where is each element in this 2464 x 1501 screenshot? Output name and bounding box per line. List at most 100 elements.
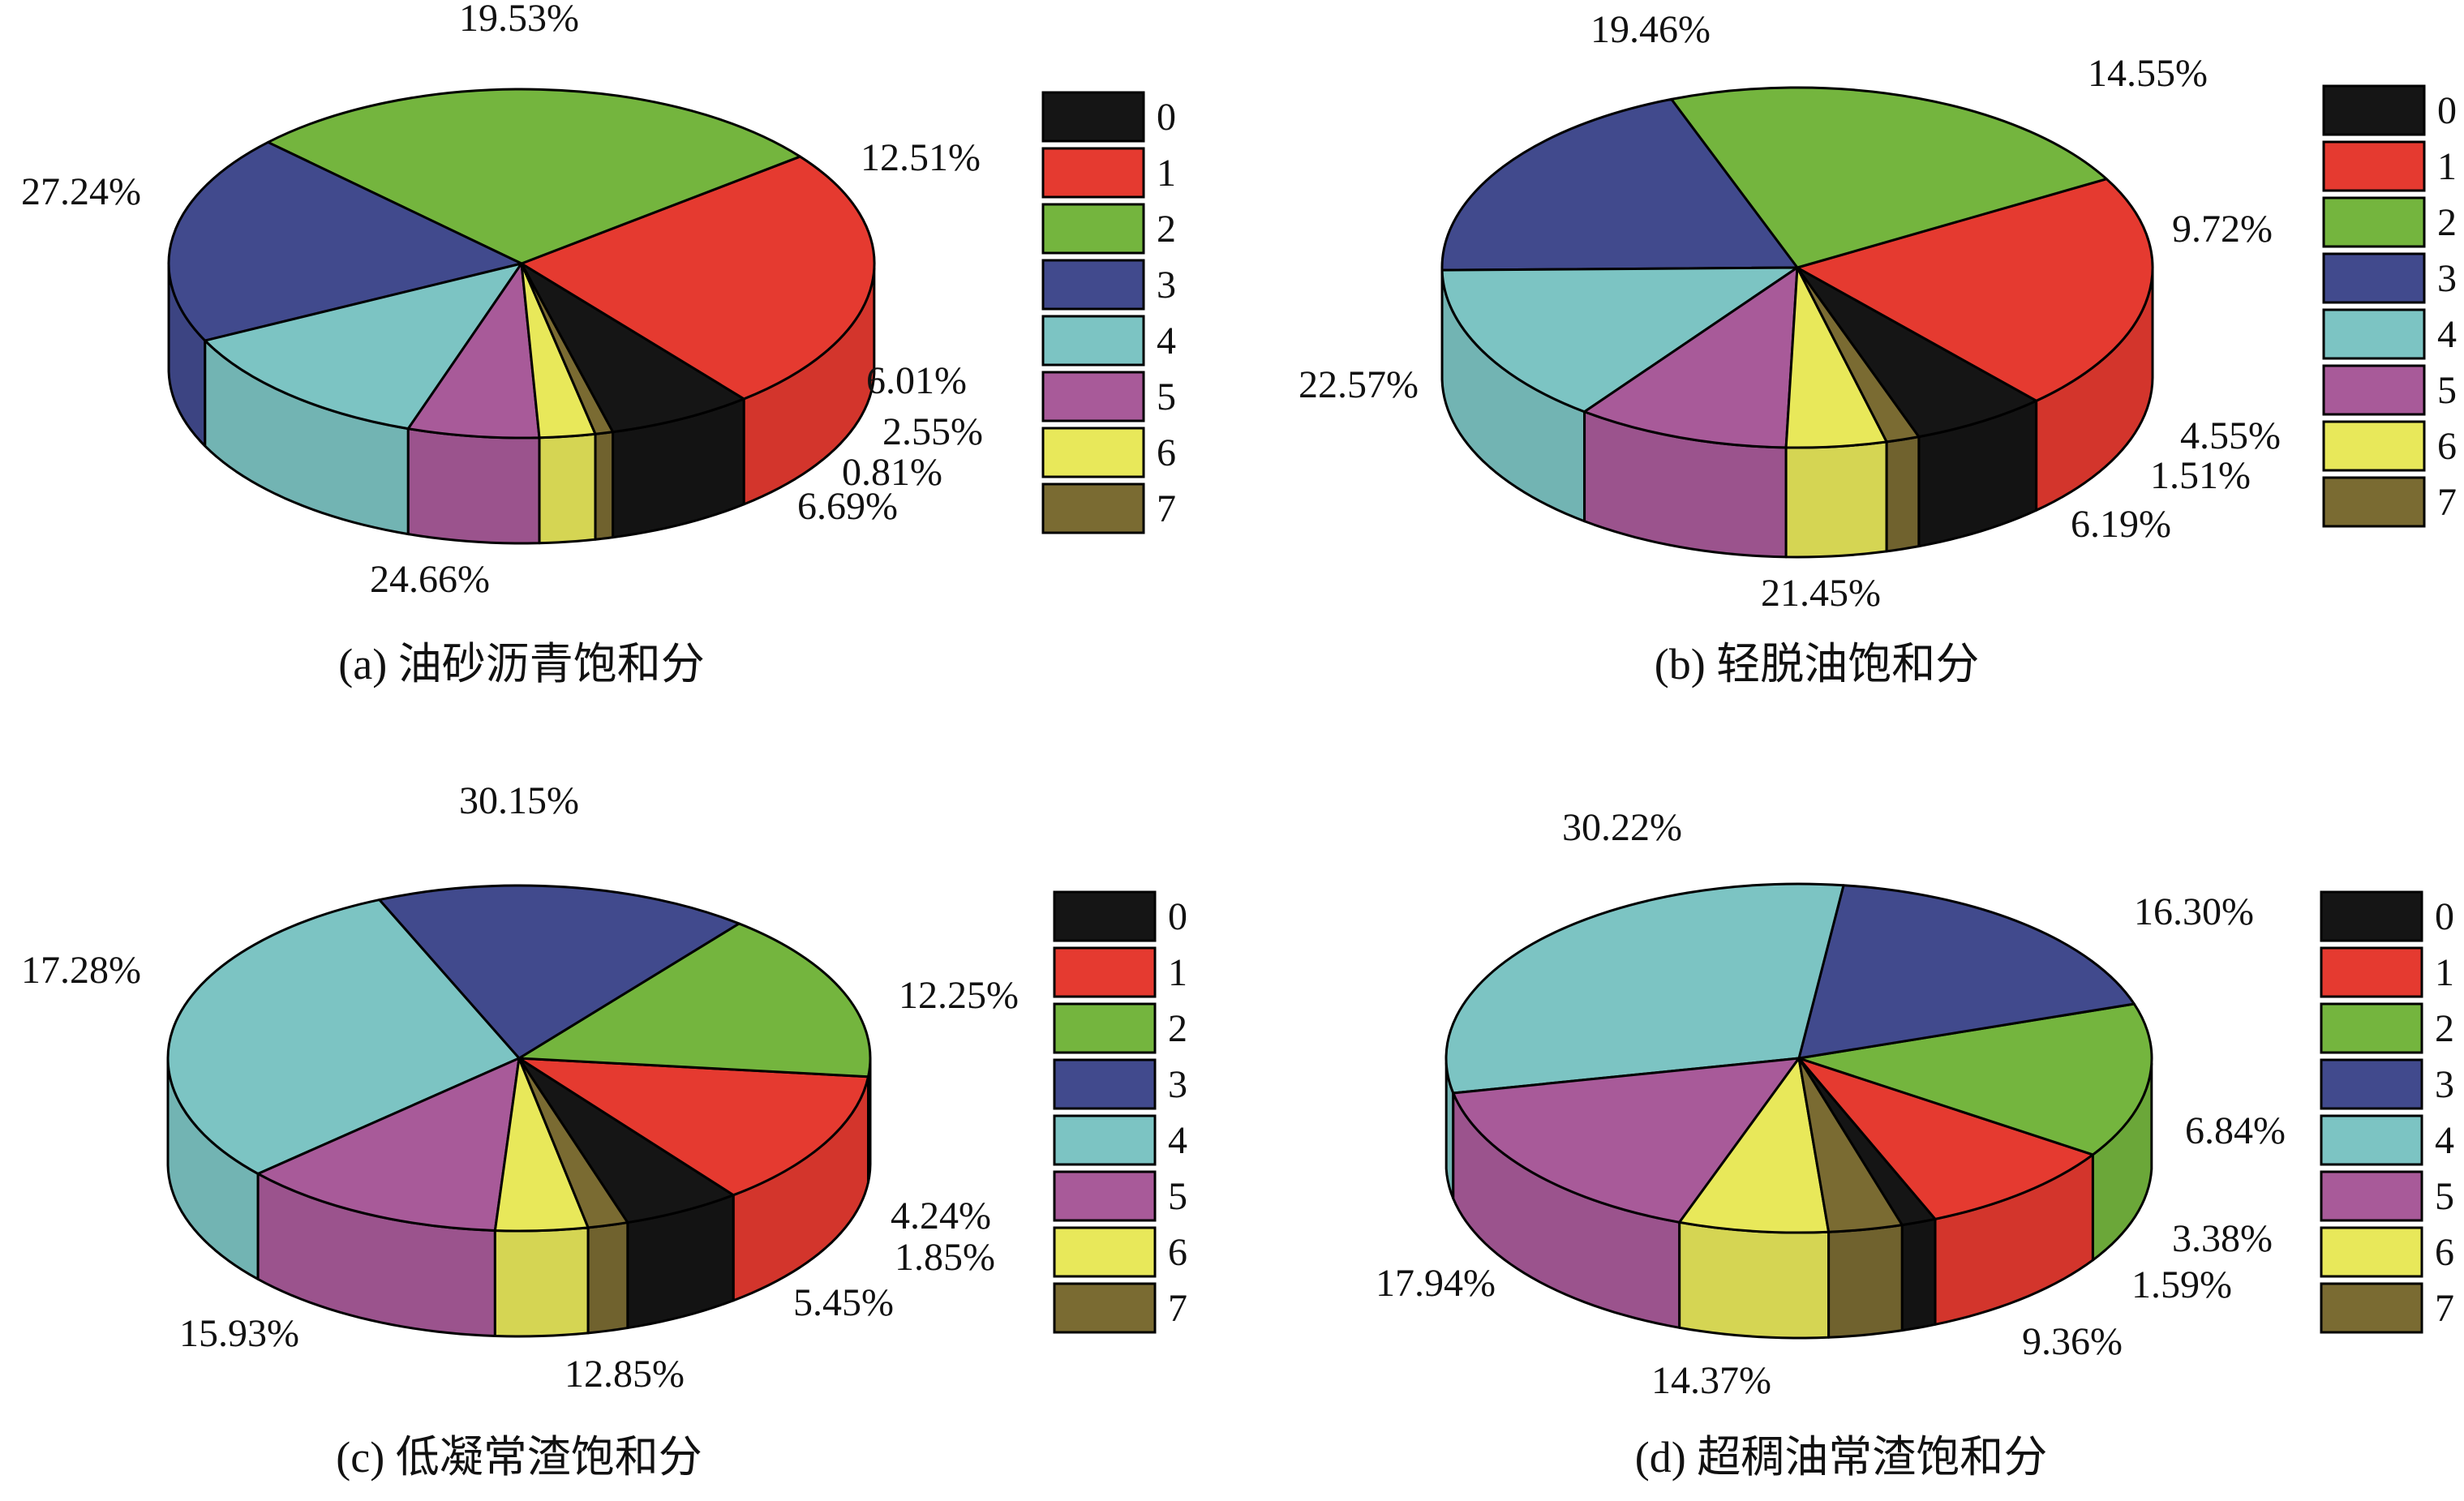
pie-side-slice-6 bbox=[493, 1226, 590, 1338]
legend-label-6: 6 bbox=[1168, 1231, 1187, 1274]
slice-value-label-1: 12.85% bbox=[564, 1353, 685, 1396]
legend-label-2: 2 bbox=[1157, 208, 1176, 251]
legend-swatch-6 bbox=[2320, 1226, 2423, 1278]
legend-label-7: 7 bbox=[1157, 487, 1176, 530]
slice-value-label-1: 24.66% bbox=[370, 558, 490, 601]
slice-value-label-4: 30.15% bbox=[459, 779, 579, 822]
pie-slice-2 bbox=[1670, 86, 2108, 269]
pie-slice-1 bbox=[1796, 178, 2154, 402]
slice-value-label-6: 2.55% bbox=[882, 410, 983, 453]
slice-value-label-0: 6.69% bbox=[797, 485, 898, 528]
pie-slice-2 bbox=[266, 88, 801, 265]
slice-value-label-2: 22.57% bbox=[1299, 363, 1419, 406]
legend-label-1: 1 bbox=[1157, 152, 1176, 195]
panel-caption: (c) 低凝常渣饱和分 bbox=[336, 1433, 702, 1482]
pie-panel-2: 6.19%21.45%22.57%19.46%14.55%9.72%4.55%1… bbox=[1299, 8, 2457, 688]
legend-swatch-0 bbox=[1053, 890, 1157, 942]
pie-slice-6 bbox=[1678, 1057, 1831, 1234]
panel-caption: (a) 油砂沥青饱和分 bbox=[338, 640, 704, 688]
legend-swatch-6 bbox=[1041, 427, 1145, 478]
legend-label-4: 4 bbox=[2435, 1119, 2454, 1162]
legend-swatch-3 bbox=[1053, 1058, 1157, 1110]
pie-slice-7 bbox=[520, 262, 615, 435]
pie-side-slice-7 bbox=[594, 431, 615, 541]
legend-label-2: 2 bbox=[2437, 201, 2457, 244]
legend-swatch-5 bbox=[1041, 371, 1145, 422]
slice-value-label-2: 14.37% bbox=[1651, 1359, 1771, 1402]
legend-label-6: 6 bbox=[2437, 425, 2457, 468]
slice-value-label-7: 0.81% bbox=[842, 451, 942, 494]
legend-swatch-6 bbox=[2322, 420, 2426, 472]
legend-label-2: 2 bbox=[2435, 1007, 2454, 1050]
legend-swatch-2 bbox=[1053, 1002, 1157, 1054]
pie-side-slice-7 bbox=[1885, 435, 1921, 553]
pie-slice-3 bbox=[1797, 884, 2136, 1060]
legend-swatch-4 bbox=[1053, 1114, 1157, 1166]
slice-value-label-5: 16.30% bbox=[2134, 890, 2254, 933]
slice-value-label-5: 9.72% bbox=[2172, 208, 2273, 251]
legend: 0 1 2 3 4 5 6 7 bbox=[2322, 84, 2457, 528]
legend-label-7: 7 bbox=[2437, 481, 2457, 524]
slice-value-label-4: 12.51% bbox=[861, 136, 981, 179]
slice-value-label-5: 6.01% bbox=[866, 359, 967, 402]
slice-value-label-1: 21.45% bbox=[1761, 572, 1881, 615]
pie-side-slice-6 bbox=[1678, 1220, 1831, 1340]
slice-value-label-1: 9.36% bbox=[2022, 1320, 2123, 1363]
pie-side-slice-6 bbox=[1784, 440, 1888, 559]
slice-value-label-3: 17.94% bbox=[1376, 1262, 1496, 1305]
legend-label-1: 1 bbox=[2435, 951, 2454, 994]
pie-slice-3 bbox=[378, 884, 740, 1060]
legend-swatch-1 bbox=[2322, 140, 2426, 192]
pie-slice-5 bbox=[1452, 1057, 1801, 1224]
pie-slice-1 bbox=[1797, 1057, 2094, 1220]
pie-slice-1 bbox=[520, 155, 876, 401]
legend: 0 1 2 3 4 5 6 7 bbox=[1053, 890, 1187, 1334]
pie-slice-5 bbox=[256, 1057, 521, 1232]
legend-swatch-2 bbox=[2320, 1002, 2423, 1054]
legend-swatch-5 bbox=[2320, 1170, 2423, 1222]
legend-label-4: 4 bbox=[2437, 313, 2457, 356]
pie-slice-2 bbox=[517, 922, 872, 1079]
pie-slice-5 bbox=[1583, 266, 1799, 449]
slice-value-label-0: 1.59% bbox=[2131, 1263, 2232, 1306]
slice-value-label-0: 6.19% bbox=[2071, 503, 2171, 546]
legend-label-5: 5 bbox=[1157, 375, 1176, 418]
legend-label-3: 3 bbox=[1168, 1063, 1187, 1106]
pie-slice-4 bbox=[1444, 882, 1845, 1095]
legend-swatch-3 bbox=[2320, 1058, 2423, 1110]
pie-side-slice-7 bbox=[1827, 1224, 1904, 1339]
legend-swatch-1 bbox=[2320, 946, 2423, 998]
legend-swatch-3 bbox=[1041, 259, 1145, 311]
legend: 0 1 2 3 4 5 6 7 bbox=[2320, 890, 2454, 1334]
legend-swatch-0 bbox=[2320, 890, 2423, 942]
legend-label-5: 5 bbox=[2437, 369, 2457, 412]
pie-side-slice-0 bbox=[1900, 1217, 1937, 1332]
slice-value-label-4: 30.22% bbox=[1562, 806, 1682, 849]
pie-slice-4 bbox=[166, 898, 521, 1175]
pie-slice-0 bbox=[1796, 266, 2038, 439]
legend-swatch-7 bbox=[2320, 1282, 2423, 1334]
pie-panel-1: 6.69%24.66%27.24%19.53%12.51%6.01%2.55%0… bbox=[21, 0, 1176, 688]
pie-side-slice-5 bbox=[406, 427, 541, 545]
slice-value-label-4: 14.55% bbox=[2088, 52, 2208, 95]
legend-swatch-0 bbox=[1041, 91, 1145, 143]
slice-value-label-6: 4.55% bbox=[2180, 414, 2281, 457]
legend-label-0: 0 bbox=[1157, 96, 1176, 139]
legend-swatch-2 bbox=[2322, 196, 2426, 248]
pie-slice-2 bbox=[1797, 1002, 2153, 1156]
legend-swatch-6 bbox=[1053, 1226, 1157, 1278]
legend-swatch-7 bbox=[1041, 482, 1145, 534]
legend-label-5: 5 bbox=[1168, 1175, 1187, 1218]
legend-label-0: 0 bbox=[2435, 895, 2454, 938]
legend-swatch-7 bbox=[1053, 1282, 1157, 1334]
legend-label-6: 6 bbox=[2435, 1231, 2454, 1274]
pie-slice-1 bbox=[517, 1057, 870, 1197]
legend-label-6: 6 bbox=[1157, 431, 1176, 474]
pie-slice-3 bbox=[167, 140, 523, 342]
legend-label-3: 3 bbox=[1157, 264, 1176, 307]
pie-slice-7 bbox=[1796, 266, 1921, 444]
pie-slice-7 bbox=[517, 1057, 629, 1229]
legend-label-7: 7 bbox=[1168, 1287, 1187, 1330]
legend-swatch-4 bbox=[2320, 1114, 2423, 1166]
